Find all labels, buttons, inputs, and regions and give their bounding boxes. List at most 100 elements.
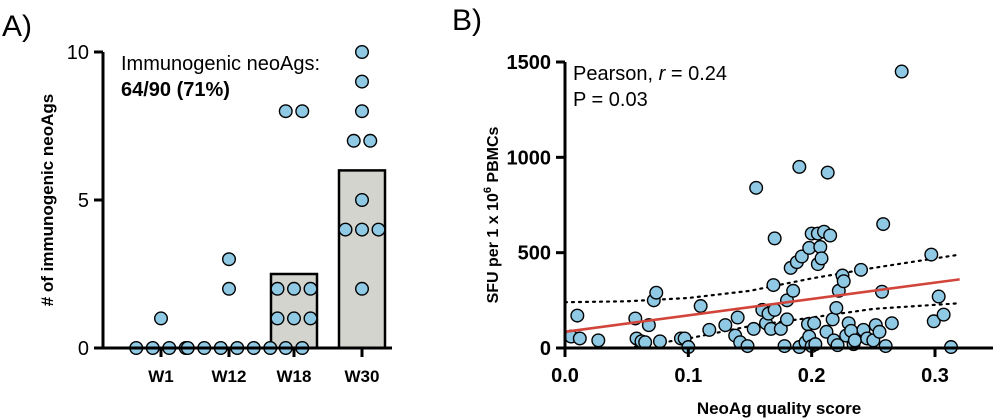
panel-b-data-point	[730, 310, 745, 325]
panel-b-data-point	[570, 308, 585, 323]
panel-b-data-point	[825, 312, 840, 327]
panel-b-data-point	[792, 159, 807, 174]
panel-a-annotation-line1: Immunogenic neoAgs:	[121, 53, 320, 75]
panel-b-y-tick-label: 1500	[507, 52, 552, 74]
panel-a-y-axis-title: # of immunogenic neoAgs	[38, 94, 57, 307]
panel-b-data-point	[823, 228, 838, 243]
panel-b-confidence-band	[563, 253, 961, 350]
panel-a-y-tick-label: 5	[78, 190, 89, 212]
panel-b-x-ticks: 0.0 0.1 0.2 0.3	[551, 348, 949, 387]
panel-b-data-point	[854, 262, 869, 277]
panel-a-label: A)	[2, 10, 32, 43]
panel-b-data-point	[746, 321, 761, 336]
panel-b-data-point	[749, 180, 764, 195]
panel-a: A) # of immunogenic neoAgs 0 5 10 W1 W12 W18…	[2, 10, 392, 386]
panel-a-x-tick-label: W18	[277, 367, 312, 386]
panel-b-points	[564, 64, 959, 355]
panel-b-data-point	[766, 278, 781, 293]
panel-b-data-point	[814, 251, 829, 266]
panel-b-data-point	[740, 339, 755, 354]
panel-a-data-point	[355, 281, 370, 296]
panel-a-y-tick-label: 0	[78, 338, 89, 360]
panel-b-data-point	[820, 165, 835, 180]
panel-a-data-point	[355, 104, 370, 119]
panel-b-y-axis-title: SFU per 1 x 106 PBMCs	[482, 126, 502, 303]
panel-a-data-point	[355, 222, 370, 237]
panel-b-x-tick-label: 0.3	[921, 365, 949, 387]
panel-b-y-tick-label: 0	[540, 338, 551, 360]
panel-a-data-point	[303, 281, 318, 296]
panel-a-x-ticks: W1 W12 W18 W30	[148, 348, 379, 386]
panel-b-data-point	[718, 318, 733, 333]
panel-b-y-tick-label: 1000	[507, 147, 552, 169]
panel-b-data-point	[872, 324, 887, 339]
pearson-prefix: Pearson,	[573, 63, 659, 85]
panel-a-data-point	[278, 104, 293, 119]
panel-b-data-point	[894, 64, 909, 79]
panel-b-data-point	[702, 322, 717, 337]
panel-a-x-tick-label: W12	[212, 367, 247, 386]
pearson-r-value: = 0.24	[665, 63, 727, 85]
panel-b-data-point	[931, 289, 946, 304]
panel-b-data-point	[777, 339, 792, 354]
panel-b-x-tick-label: 0.0	[551, 365, 579, 387]
panel-b-x-axis-title: NeoAg quality score	[697, 399, 861, 418]
panel-a-data-point	[270, 281, 285, 296]
panel-a-x-tick-label: W30	[345, 367, 380, 386]
panel-a-data-point	[295, 104, 310, 119]
pearson-r-symbol: r	[659, 63, 667, 85]
panel-b: B) SFU per 1 x 106 PBMCs 0 500 1000 1500 0.…	[452, 4, 993, 418]
panel-b-data-point	[836, 274, 851, 289]
panel-b-data-point	[936, 307, 951, 322]
panel-a-data-point	[346, 133, 361, 148]
panel-a-data-point	[221, 252, 236, 267]
panel-b-data-point	[884, 316, 899, 331]
panel-b-data-point	[924, 247, 939, 262]
panel-b-data-point	[847, 333, 862, 348]
panel-a-data-point	[338, 222, 353, 237]
panel-b-data-point	[813, 239, 828, 254]
panel-b-label: B)	[452, 4, 482, 37]
panel-a-data-point	[363, 133, 378, 148]
panel-b-x-tick-label: 0.1	[674, 365, 702, 387]
panel-b-y-tick-label: 500	[518, 243, 551, 265]
panel-a-data-point	[221, 281, 236, 296]
panel-b-y-ticks: 0 500 1000 1500	[507, 52, 565, 360]
panel-a-data-point	[355, 74, 370, 89]
panel-a-x-tick-label: W1	[148, 367, 174, 386]
panel-b-data-point	[591, 333, 606, 348]
panel-a-data-point	[153, 311, 168, 326]
panel-b-data-point	[652, 334, 667, 349]
panel-a-y-ticks: 0 5 10	[67, 42, 103, 360]
panel-b-y-title-part2: PBMCs	[485, 126, 502, 187]
panel-b-p-value: P = 0.03	[573, 89, 648, 111]
panel-b-data-point	[693, 299, 708, 314]
panel-b-data-point	[786, 283, 801, 298]
panel-b-data-point	[829, 300, 844, 315]
panel-b-y-title-part1: SFU per 1 x 10	[485, 193, 502, 303]
panel-a-data-point	[287, 311, 302, 326]
panel-b-regression-line	[564, 278, 960, 334]
panel-b-data-point	[874, 284, 889, 299]
panel-b-data-point	[780, 312, 795, 327]
panel-b-data-point	[572, 331, 587, 346]
panel-a-y-tick-label: 10	[67, 42, 89, 64]
panel-b-data-point	[876, 217, 891, 232]
panel-b-ci-upper	[563, 253, 961, 304]
panel-a-data-point	[355, 45, 370, 60]
panel-a-data-point	[303, 311, 318, 326]
panel-a-data-point	[270, 311, 285, 326]
panel-b-pearson-stat: Pearson, r = 0.24	[573, 63, 727, 85]
panel-b-data-point	[878, 339, 893, 354]
panel-b-data-point	[926, 314, 941, 329]
panel-a-data-point	[287, 281, 302, 296]
panel-b-data-point	[649, 285, 664, 300]
panel-b-regression	[564, 278, 960, 334]
panel-b-x-tick-label: 0.2	[798, 365, 826, 387]
panel-b-data-point	[807, 316, 822, 331]
panel-b-y-title-exponent: 6	[482, 187, 494, 193]
panel-a-data-point	[355, 192, 370, 207]
panel-b-data-point	[767, 231, 782, 246]
panel-a-data-point	[371, 222, 386, 237]
